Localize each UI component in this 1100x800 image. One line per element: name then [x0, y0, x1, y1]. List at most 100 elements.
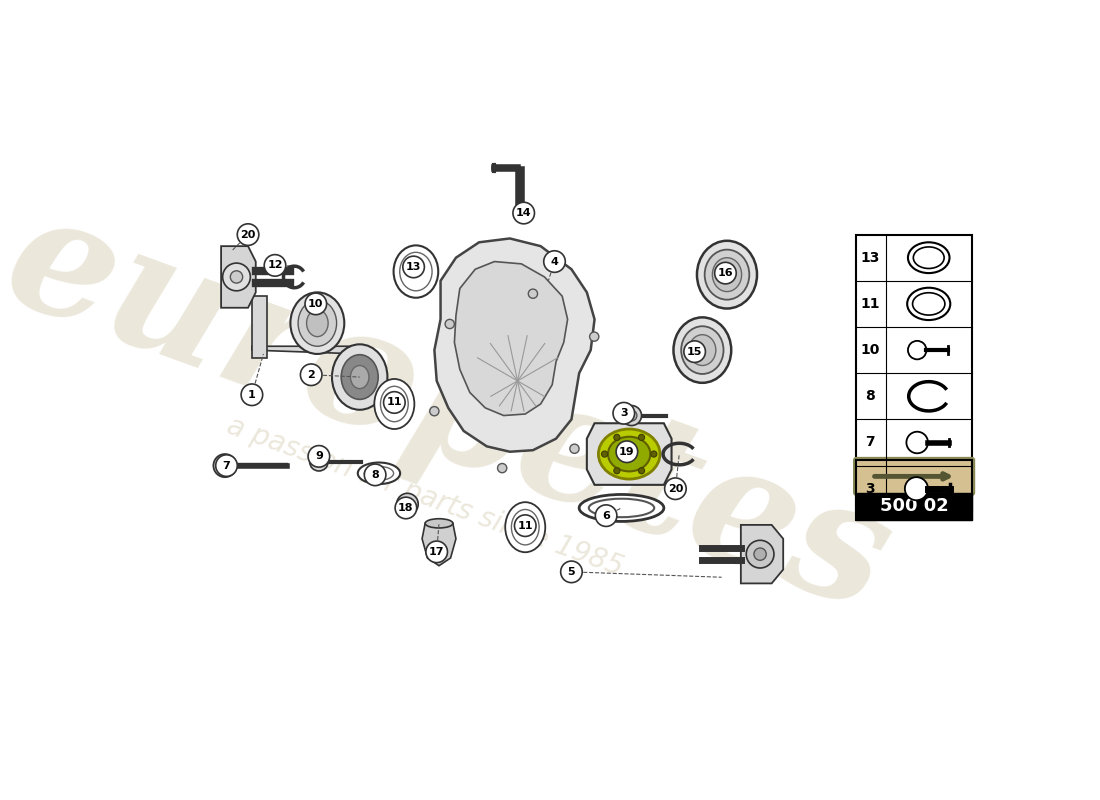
Text: 11: 11 [860, 297, 880, 311]
Circle shape [561, 561, 582, 582]
Ellipse shape [381, 386, 408, 422]
Circle shape [543, 250, 565, 272]
Circle shape [446, 319, 454, 329]
Text: 2: 2 [307, 370, 315, 380]
Circle shape [310, 453, 328, 471]
Text: 14: 14 [516, 208, 531, 218]
Ellipse shape [341, 354, 378, 399]
Circle shape [908, 341, 926, 359]
Circle shape [684, 341, 705, 362]
Text: 13: 13 [860, 250, 880, 265]
Circle shape [513, 202, 535, 224]
Circle shape [395, 497, 417, 518]
Text: 12: 12 [267, 261, 283, 270]
Text: 20: 20 [668, 484, 683, 494]
Ellipse shape [588, 498, 654, 517]
Circle shape [614, 434, 620, 441]
Text: 19: 19 [619, 446, 635, 457]
Ellipse shape [705, 250, 749, 300]
Circle shape [754, 548, 767, 560]
Ellipse shape [351, 366, 369, 389]
Text: a passion for parts since 1985: a passion for parts since 1985 [223, 411, 627, 582]
Text: europetes: europetes [0, 178, 911, 646]
Ellipse shape [358, 462, 400, 484]
Polygon shape [587, 423, 671, 485]
Ellipse shape [913, 293, 945, 315]
Bar [856, 460, 972, 519]
Text: 8: 8 [866, 390, 876, 403]
Circle shape [570, 444, 579, 454]
Bar [856, 493, 972, 519]
Circle shape [430, 406, 439, 416]
Text: 6: 6 [602, 510, 610, 521]
Circle shape [614, 468, 620, 474]
Text: 11: 11 [517, 521, 534, 530]
Polygon shape [252, 296, 267, 358]
Ellipse shape [374, 379, 415, 429]
Text: 16: 16 [717, 268, 734, 278]
Ellipse shape [298, 300, 337, 346]
Text: 1: 1 [248, 390, 256, 400]
Circle shape [426, 541, 448, 562]
Circle shape [238, 224, 258, 246]
Ellipse shape [399, 252, 432, 291]
Circle shape [595, 505, 617, 526]
Text: 13: 13 [406, 262, 421, 272]
Ellipse shape [689, 334, 716, 366]
Text: 4: 4 [551, 257, 559, 266]
Circle shape [213, 454, 236, 477]
Ellipse shape [290, 292, 344, 354]
Polygon shape [252, 346, 360, 354]
Ellipse shape [608, 437, 650, 471]
Polygon shape [221, 246, 255, 308]
Ellipse shape [908, 242, 949, 273]
Text: 10: 10 [308, 299, 323, 309]
Ellipse shape [908, 288, 950, 320]
Ellipse shape [505, 502, 546, 552]
Circle shape [364, 464, 386, 486]
Ellipse shape [673, 318, 732, 383]
Text: 3: 3 [620, 408, 628, 418]
Circle shape [222, 263, 251, 291]
Circle shape [219, 459, 231, 472]
Ellipse shape [598, 429, 660, 479]
Circle shape [616, 441, 638, 462]
Circle shape [216, 455, 238, 476]
Text: 7: 7 [222, 461, 230, 470]
Circle shape [497, 463, 507, 473]
Ellipse shape [579, 494, 664, 522]
Circle shape [515, 515, 536, 537]
Text: 8: 8 [371, 470, 380, 480]
Circle shape [230, 270, 243, 283]
Circle shape [384, 392, 405, 414]
Ellipse shape [332, 344, 387, 410]
Ellipse shape [364, 466, 394, 480]
Circle shape [241, 384, 263, 406]
Text: 5: 5 [568, 567, 575, 577]
Circle shape [905, 477, 928, 500]
Text: 9: 9 [315, 451, 322, 462]
Circle shape [621, 406, 641, 426]
Ellipse shape [425, 518, 453, 528]
Circle shape [264, 254, 286, 276]
Text: 3: 3 [866, 482, 874, 496]
Circle shape [638, 468, 645, 474]
Circle shape [613, 402, 635, 424]
Circle shape [305, 293, 327, 314]
Text: 20: 20 [241, 230, 255, 240]
Circle shape [651, 451, 657, 457]
Circle shape [590, 332, 598, 342]
Text: 15: 15 [688, 346, 702, 357]
Circle shape [602, 451, 607, 457]
Polygon shape [434, 238, 594, 452]
Circle shape [308, 446, 330, 467]
Text: 7: 7 [866, 435, 874, 450]
Bar [856, 234, 972, 512]
Circle shape [300, 364, 322, 386]
Text: 500 02: 500 02 [880, 498, 948, 515]
Polygon shape [422, 523, 455, 566]
Circle shape [906, 432, 928, 454]
Text: 17: 17 [429, 547, 444, 557]
FancyBboxPatch shape [854, 458, 975, 495]
Circle shape [403, 256, 425, 278]
